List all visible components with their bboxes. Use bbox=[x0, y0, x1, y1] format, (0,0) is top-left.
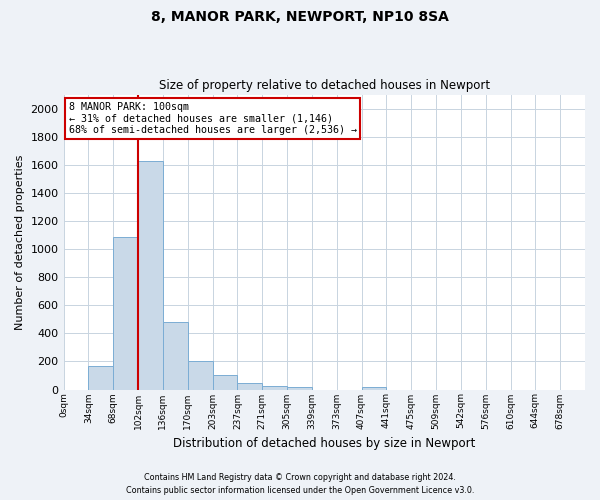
Bar bbox=[188, 362, 212, 390]
Title: Size of property relative to detached houses in Newport: Size of property relative to detached ho… bbox=[159, 79, 490, 92]
Bar bbox=[287, 386, 312, 390]
Bar bbox=[262, 386, 287, 390]
Bar bbox=[163, 322, 188, 390]
X-axis label: Distribution of detached houses by size in Newport: Distribution of detached houses by size … bbox=[173, 437, 475, 450]
Bar bbox=[362, 386, 386, 390]
Text: 8 MANOR PARK: 100sqm
← 31% of detached houses are smaller (1,146)
68% of semi-de: 8 MANOR PARK: 100sqm ← 31% of detached h… bbox=[69, 102, 357, 135]
Bar bbox=[88, 366, 113, 390]
Bar bbox=[238, 383, 262, 390]
Bar bbox=[113, 237, 138, 390]
Text: Contains HM Land Registry data © Crown copyright and database right 2024.
Contai: Contains HM Land Registry data © Crown c… bbox=[126, 474, 474, 495]
Bar bbox=[138, 162, 163, 390]
Text: 8, MANOR PARK, NEWPORT, NP10 8SA: 8, MANOR PARK, NEWPORT, NP10 8SA bbox=[151, 10, 449, 24]
Bar bbox=[212, 376, 238, 390]
Y-axis label: Number of detached properties: Number of detached properties bbox=[15, 154, 25, 330]
